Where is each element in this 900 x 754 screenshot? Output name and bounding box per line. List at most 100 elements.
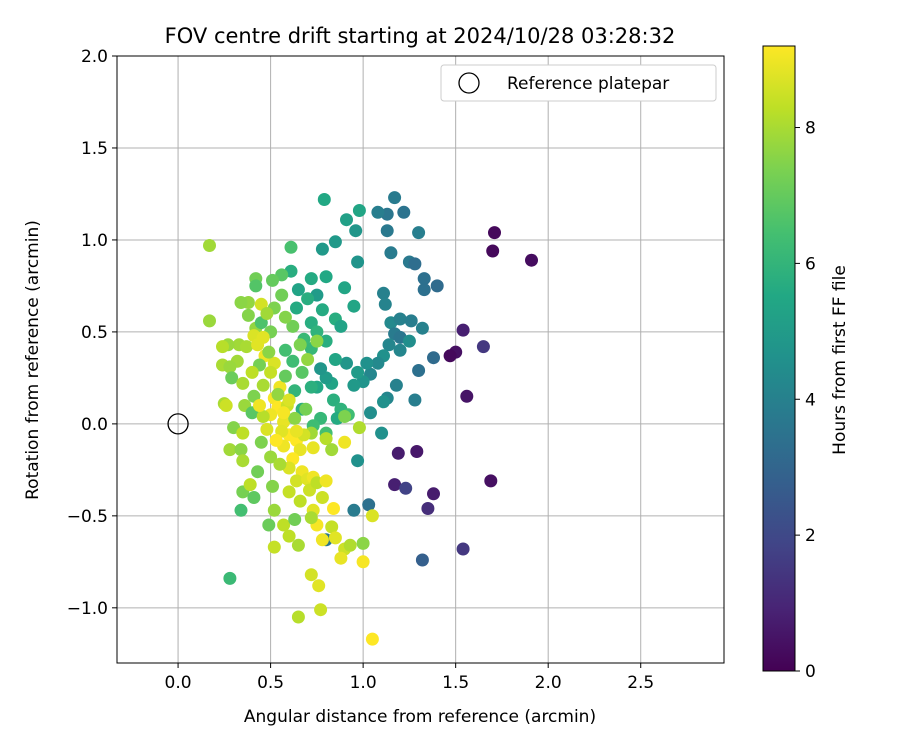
data-point	[223, 571, 237, 585]
colorbar-tick-label: 6	[805, 254, 816, 274]
data-point	[286, 319, 300, 333]
data-point	[365, 509, 379, 523]
data-point	[393, 343, 407, 357]
data-point	[264, 365, 278, 379]
x-tick-label: 2.5	[627, 673, 654, 693]
data-point	[328, 235, 342, 249]
data-point	[216, 340, 229, 354]
x-tick-label: 0.5	[257, 673, 284, 693]
data-point	[389, 378, 403, 392]
data-point	[219, 399, 233, 412]
data-point	[410, 445, 424, 458]
data-point	[271, 387, 285, 401]
data-point	[243, 478, 257, 492]
data-point	[380, 224, 394, 238]
data-point	[360, 356, 374, 370]
data-point	[247, 491, 261, 504]
data-point	[290, 301, 303, 315]
data-point	[299, 402, 313, 416]
data-point	[241, 308, 255, 322]
data-point	[486, 244, 500, 258]
data-point	[290, 474, 303, 488]
data-point	[476, 340, 490, 354]
data-point	[377, 395, 390, 409]
data-point	[293, 338, 307, 352]
y-axis-ticks: −1.0 −0.5 0.0 0.5 1.0 1.5 2.0	[67, 47, 117, 619]
data-point	[256, 410, 270, 423]
data-point	[371, 205, 385, 219]
data-point	[266, 479, 279, 493]
data-point	[362, 498, 376, 512]
data-point	[251, 465, 265, 479]
data-point	[456, 542, 470, 556]
data-point	[234, 503, 248, 517]
data-point	[347, 378, 361, 392]
data-point	[253, 399, 266, 412]
data-point	[245, 365, 259, 379]
data-point	[325, 520, 339, 534]
data-point	[338, 435, 352, 449]
data-point	[236, 426, 250, 440]
data-point	[223, 360, 237, 374]
data-point	[412, 364, 426, 377]
data-point	[267, 503, 281, 517]
data-point	[203, 314, 216, 328]
legend: Reference platepar	[440, 64, 717, 102]
data-point	[234, 443, 248, 457]
plot-frame	[116, 55, 725, 664]
data-point	[251, 338, 265, 352]
data-point	[278, 343, 292, 357]
legend-box	[440, 64, 717, 102]
data-point	[277, 518, 291, 532]
data-point	[399, 481, 413, 495]
data-point	[364, 406, 377, 420]
y-tick-label: −1.0	[67, 599, 108, 619]
data-point	[460, 389, 474, 403]
data-point	[260, 422, 274, 436]
data-point	[236, 454, 250, 468]
data-point	[286, 354, 300, 368]
data-point	[319, 270, 333, 284]
data-point	[351, 454, 365, 468]
data-point	[240, 340, 253, 354]
data-point	[315, 533, 329, 547]
data-point	[327, 502, 340, 515]
data-point	[256, 378, 270, 392]
data-point	[340, 213, 353, 227]
data-point	[282, 393, 296, 407]
reference-platepar-marker	[167, 413, 189, 435]
data-point	[304, 511, 318, 525]
data-point	[314, 603, 328, 617]
legend-entry-label: Reference platepar	[507, 74, 669, 94]
data-point	[417, 272, 431, 286]
data-point	[264, 450, 278, 464]
data-point	[266, 273, 279, 287]
data-point	[327, 393, 340, 407]
y-tick-label: 2.0	[81, 47, 108, 67]
y-tick-label: 1.0	[81, 231, 108, 251]
data-point	[352, 204, 366, 217]
data-point	[288, 411, 302, 425]
data-point	[203, 239, 216, 252]
data-points	[203, 191, 538, 646]
data-point	[430, 279, 444, 293]
data-point	[304, 272, 318, 286]
data-point	[223, 443, 237, 457]
data-point	[325, 443, 339, 457]
data-point	[301, 292, 315, 306]
data-point	[317, 193, 331, 206]
data-point	[334, 319, 348, 333]
data-point	[234, 296, 248, 309]
x-tick-label: 1.0	[350, 673, 377, 693]
data-point	[269, 433, 283, 447]
chart-title: FOV centre drift starting at 2024/10/28 …	[165, 24, 676, 48]
data-point	[443, 349, 457, 363]
data-point	[375, 426, 389, 440]
data-point	[288, 513, 302, 526]
data-point	[412, 226, 426, 240]
data-point	[415, 321, 429, 335]
data-point	[260, 307, 274, 320]
data-point	[371, 356, 385, 370]
colorbar-tick-label: 4	[805, 390, 816, 410]
data-point	[306, 441, 320, 455]
